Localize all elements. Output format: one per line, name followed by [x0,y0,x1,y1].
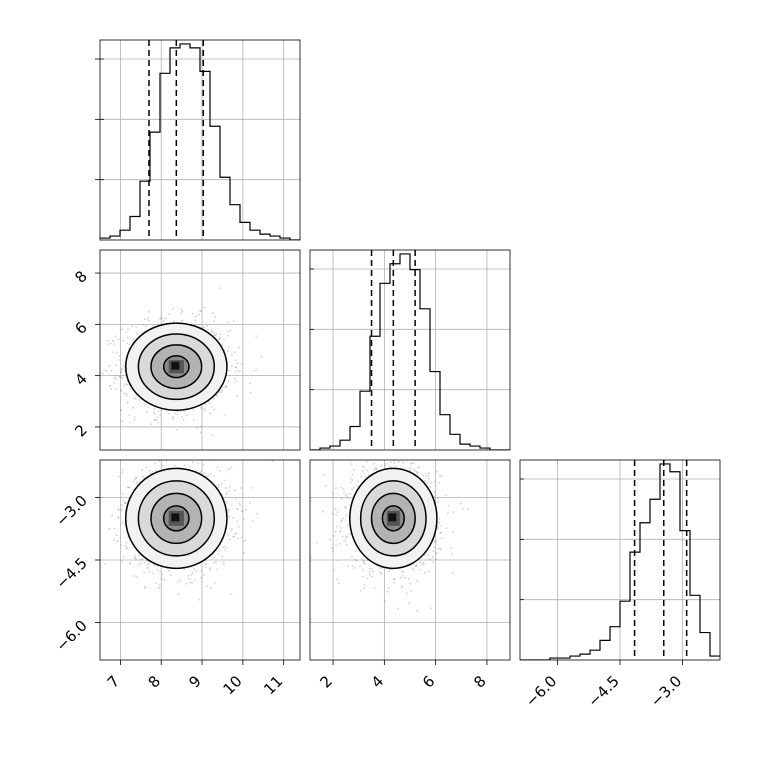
scatter-panel-0-1 [99,249,301,451]
histogram-2 [520,463,720,660]
density-peak [388,513,397,522]
contour-0 [124,322,228,412]
histogram-0 [100,43,300,240]
contour-1 [137,333,216,401]
y-tick-label: −4.5 [52,554,90,592]
x-tick-label: −6.0 [522,672,560,710]
scatter-frame [309,459,511,661]
hist-frame-0 [99,39,301,241]
contour-0 [348,467,438,570]
y-tick-label: −6.0 [52,617,90,655]
x-tick-label: 7 [104,672,123,691]
y-tick-label: 8 [71,267,90,286]
hist-panel-0 [99,39,301,241]
contour-1 [137,480,216,557]
y-tick-label: 4 [71,370,90,389]
histogram-1 [310,253,510,450]
x-tick-label: 8 [470,672,489,691]
y-tick-label: −3.0 [52,492,90,530]
x-tick-label: 4 [368,672,387,691]
x-tick-label: −4.5 [584,672,622,710]
y-tick-label: 6 [71,318,90,337]
contour-3 [162,505,190,532]
x-tick-label: 8 [145,672,164,691]
contour-2 [370,492,416,545]
hist-panel-2 [519,459,721,661]
contour-3 [381,505,405,532]
scatter-frame [99,249,301,451]
x-tick-label: 2 [316,672,335,691]
density-peak [171,513,180,522]
hist-frame-1 [309,249,511,451]
y-tick-label: 2 [71,421,90,440]
scatter-panel-1-2 [309,459,511,661]
hist-panel-1 [309,249,511,451]
scatter-panel-0-2 [99,459,301,661]
contour-2 [150,344,203,390]
x-tick-label: 11 [260,672,286,698]
density-peak [171,361,180,370]
contour-0 [124,467,228,570]
contour-3 [162,355,190,379]
x-tick-label: 9 [185,672,204,691]
x-tick-label: 6 [419,672,438,691]
x-tick-label: −3.0 [647,672,685,710]
contour-2 [150,492,203,545]
x-tick-label: 10 [219,672,245,698]
contour-1 [359,480,427,557]
